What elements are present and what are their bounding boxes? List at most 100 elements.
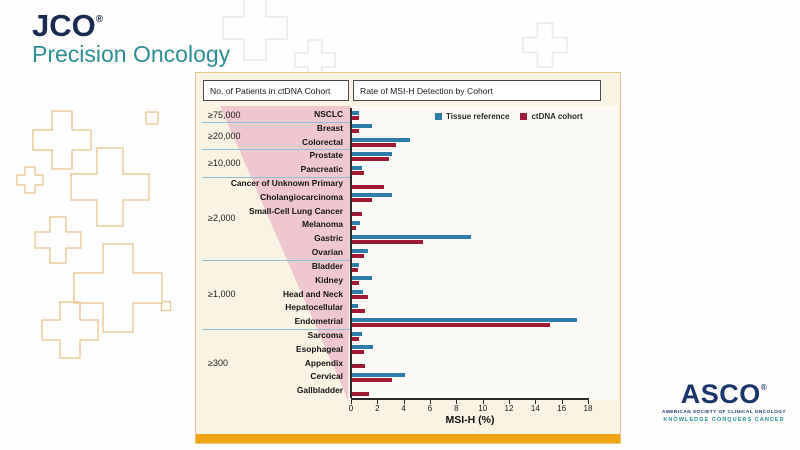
tissue-reference-bar [351, 331, 362, 336]
x-axis-tick [430, 399, 431, 404]
x-axis-tick [456, 399, 458, 404]
ctdna-cohort-bar [351, 336, 359, 341]
jco-subtitle: Precision Oncology [32, 41, 231, 67]
cancer-label: Gastric [314, 233, 343, 244]
ctdna-cohort-bar [351, 157, 390, 162]
cancer-label: Pancreatic [300, 164, 343, 175]
cancer-label: Gallbladder [296, 385, 343, 396]
tissue-reference-bar [351, 165, 362, 170]
x-axis-tick [509, 399, 510, 404]
asco-tagline-knowledge: KNOWLEDGE CONQUERS CANCER [663, 416, 785, 423]
left-panel-header-text: No. of Patients in ctDNA Cohort [210, 85, 331, 96]
cancer-label: Esophageal [295, 343, 343, 354]
cancer-label: Colorectal [302, 136, 343, 147]
group-separator-line [202, 328, 351, 330]
group-count-label: ≥1,000 [208, 289, 236, 300]
group-separator-line [202, 149, 351, 151]
left-panel-header: No. of Patients in ctDNA Cohort [203, 80, 349, 101]
ctdna-cohort-bar [351, 239, 424, 244]
legend-item: ctDNA cohort [520, 112, 583, 121]
tissue-reference-bar [351, 345, 374, 350]
ctdna-cohort-bar [351, 253, 365, 258]
group-separator-line [202, 121, 351, 123]
tissue-reference-bar [351, 290, 363, 295]
cancer-label: Breast [316, 122, 343, 133]
x-axis-tick [351, 399, 352, 404]
ctdna-cohort-bar [351, 184, 384, 189]
cancer-label: Appendix [304, 357, 343, 368]
jco-registered-icon: ® [95, 14, 104, 25]
ctdna-cohort-bar [351, 295, 369, 300]
tissue-reference-bar [351, 110, 359, 115]
ctdna-cohort-bar [351, 143, 396, 148]
jco-wordmark: JCO® [32, 8, 104, 43]
ctdna-cohort-bar [351, 198, 373, 203]
x-axis-title: MSI-H (%) [445, 414, 495, 426]
x-axis-tick [561, 399, 563, 404]
figure-panel: No. of Patients in ctDNA Cohort Rate of … [195, 72, 621, 444]
x-axis-tick-label: 18 [583, 404, 593, 413]
tissue-reference-bar [351, 317, 578, 322]
group-count-label: ≥20,000 [208, 130, 241, 141]
cancer-label: Cholangiocarcinoma [260, 191, 343, 202]
tissue-reference-bar [351, 124, 373, 129]
x-axis-tick-label: 16 [557, 404, 567, 413]
chart-legend: Tissue reference ctDNA cohort [435, 112, 583, 121]
ctdna-cohort-bar [351, 377, 392, 382]
cancer-label: Bladder [311, 260, 343, 271]
ctdna-cohort-bar [351, 281, 359, 286]
ctdna-cohort-bar [351, 267, 358, 272]
ctdna-cohort-bar [351, 115, 359, 120]
asco-registered-icon: ® [760, 383, 768, 392]
cancer-label: Prostate [309, 150, 343, 161]
cancer-label: Melanoma [302, 219, 343, 230]
cancer-label: NSCLC [314, 109, 343, 119]
cancer-label: Cancer of Unknown Primary [230, 178, 343, 189]
cancer-label: Kidney [315, 274, 343, 285]
legend-swatch-icon [435, 113, 442, 120]
tissue-reference-bar [351, 262, 359, 267]
cohort-size-funnel [220, 106, 351, 400]
ctdna-cohort-bar [351, 364, 366, 369]
ctdna-cohort-bar [351, 129, 359, 134]
panel-bottom-gold-bar [196, 434, 620, 443]
cancer-label: Hepatocellular [285, 302, 343, 313]
ctdna-cohort-bar [351, 350, 365, 355]
x-axis-tick-label: 2 [375, 404, 380, 413]
x-axis-tick-label: 8 [454, 404, 459, 413]
x-axis-tick-label: 0 [348, 404, 354, 413]
x-axis-tick [535, 399, 537, 404]
group-count-label: ≥10,000 [208, 158, 241, 169]
tissue-reference-bar [351, 276, 373, 281]
x-axis-tick-label: 6 [427, 404, 433, 413]
group-separator-line [202, 177, 351, 179]
x-axis-tick-label: 14 [530, 404, 540, 413]
group-separator-line [202, 259, 351, 261]
tissue-reference-bar [351, 248, 369, 253]
group-count-label: ≥300 [208, 358, 228, 369]
x-axis-tick-label: 10 [478, 404, 488, 413]
x-axis-line [351, 398, 589, 400]
cancer-label: Head and Neck [282, 288, 343, 299]
ctdna-cohort-bar [351, 212, 362, 217]
legend-label: Tissue reference [446, 112, 510, 121]
asco-tagline-society: AMERICAN SOCIETY OF CLINICAL ONCOLOGY [662, 410, 786, 415]
tissue-reference-bar [351, 152, 392, 157]
ctdna-cohort-bar [351, 226, 357, 231]
right-panel-header-text: Rate of MSI-H Detection by Cohort [360, 85, 493, 96]
y-axis-line [350, 108, 352, 398]
ctdna-cohort-bar [351, 308, 366, 313]
legend-label: ctDNA cohort [531, 112, 583, 121]
tissue-reference-bar [351, 372, 405, 377]
tissue-reference-bar [351, 138, 411, 143]
x-axis-tick-label: 12 [504, 404, 514, 413]
tissue-reference-bar [351, 193, 392, 198]
ctdna-cohort-bar [351, 170, 365, 175]
tissue-reference-bar [351, 234, 471, 239]
asco-wordmark: ASCO® [680, 379, 768, 409]
tissue-reference-bar [351, 221, 361, 226]
ctdna-cohort-bar [351, 322, 550, 327]
tissue-reference-bar [351, 303, 358, 308]
cancer-label: Cervical [310, 371, 343, 382]
